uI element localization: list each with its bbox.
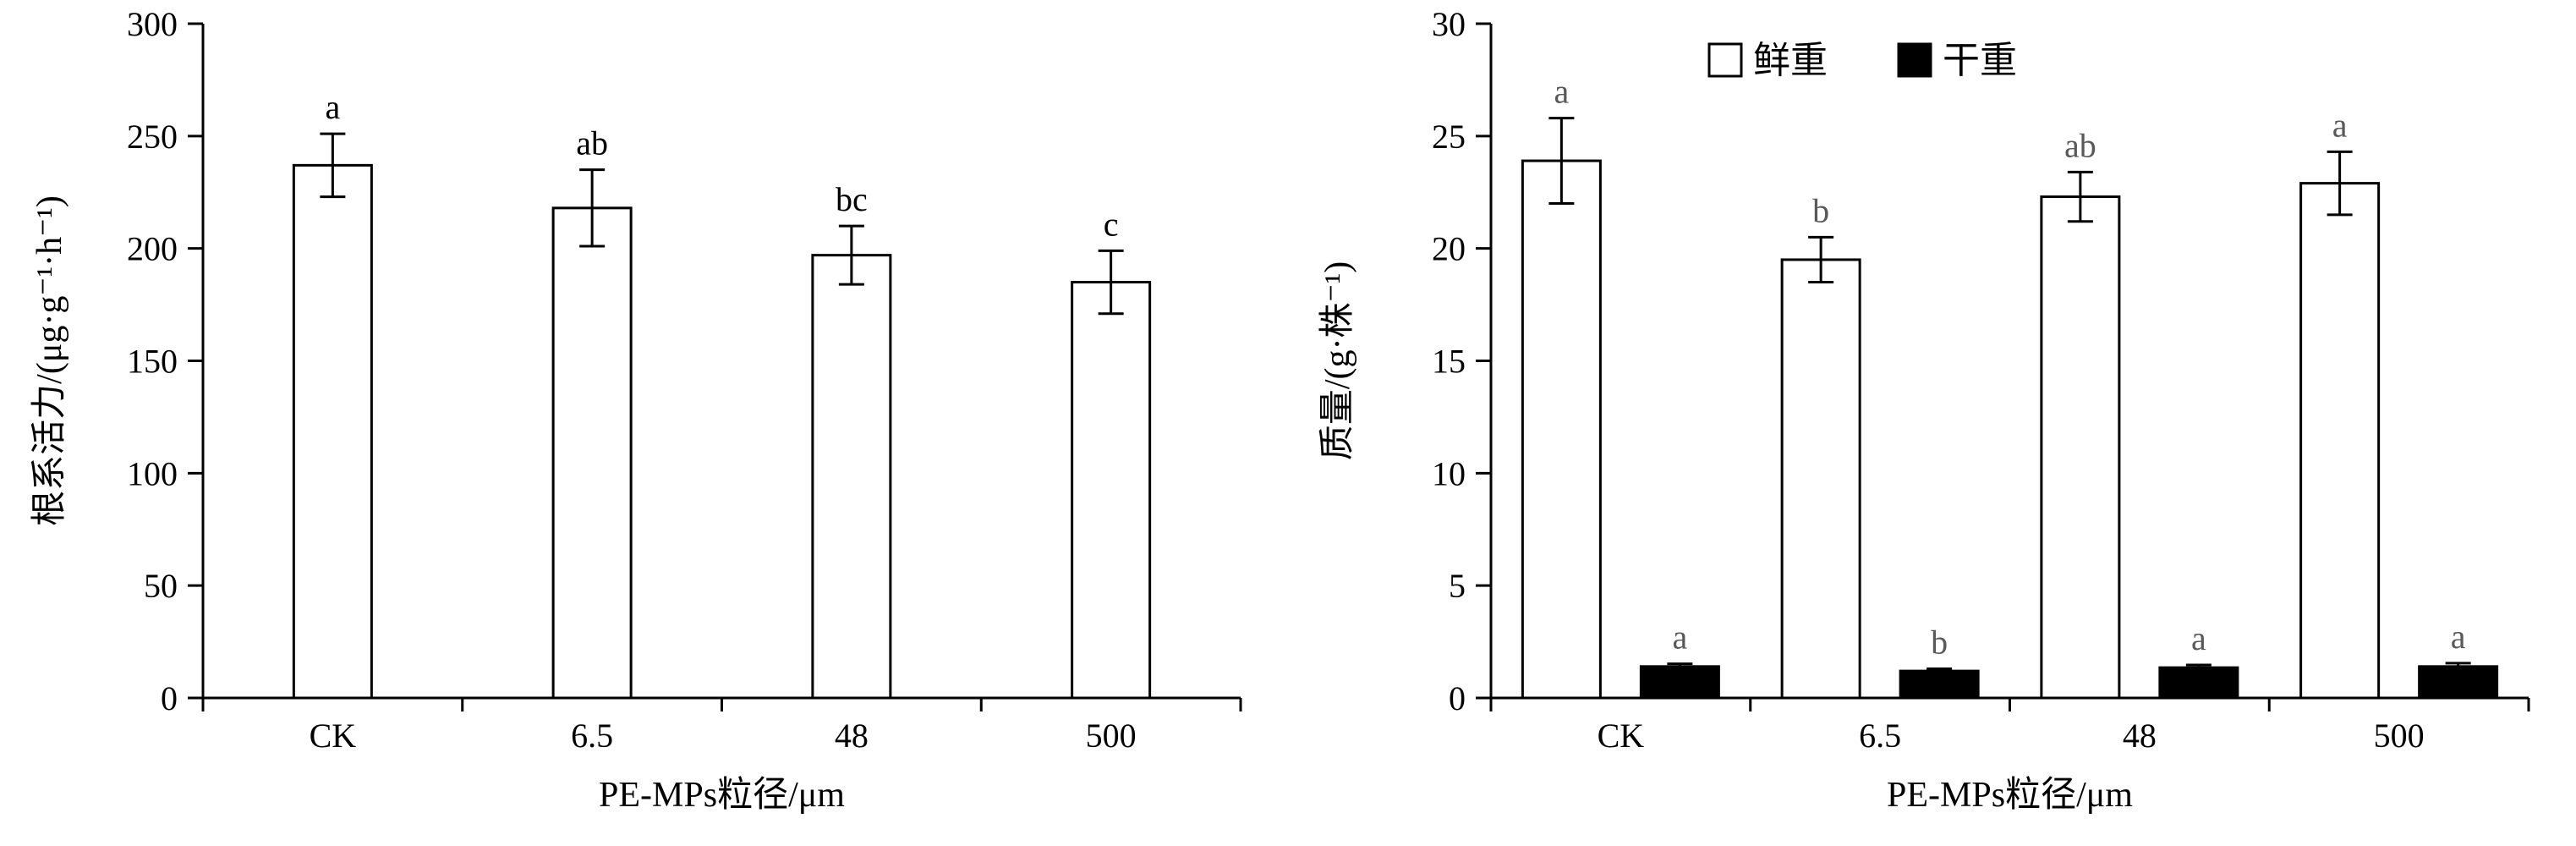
- bar-干重-48: [2158, 666, 2239, 700]
- legend-label: 鲜重: [1753, 40, 1828, 81]
- y-tick-label: 25: [1432, 118, 1466, 156]
- x-tick-label: 500: [1086, 717, 1137, 755]
- bar-鲜重-6.5: [1780, 258, 1861, 700]
- y-tick-label: 250: [127, 118, 178, 156]
- bar-根系活力-500: [1071, 281, 1152, 700]
- y-tick-label: 30: [1432, 5, 1466, 43]
- y-tick-label: 300: [127, 5, 178, 43]
- chart-panel-right: 0 5 10 15 20 25 30 CK 6.5 48 500 a b ab a a b a a PE-MPs粒径/…: [1288, 0, 2576, 842]
- x-axis-title: PE-MPs粒径/μm: [599, 776, 845, 815]
- sig-label: ab: [2064, 126, 2096, 164]
- y-tick-label: 0: [161, 679, 178, 717]
- sig-label: a: [2332, 106, 2348, 144]
- bar-干重-6.5: [1899, 669, 1980, 700]
- y-tick-label: 5: [1449, 567, 1466, 605]
- sig-label: c: [1104, 205, 1119, 243]
- sig-label: b: [1931, 623, 1948, 661]
- x-tick-label: 500: [2374, 717, 2425, 755]
- bar-鲜重-500: [2299, 182, 2381, 700]
- y-tick-label: 200: [127, 230, 178, 268]
- sig-label: bc: [836, 180, 868, 218]
- x-tick-label: CK: [310, 717, 357, 755]
- y-tick-label: 150: [127, 343, 178, 381]
- bar-干重-500: [2418, 665, 2499, 700]
- sig-label: a: [2451, 618, 2466, 656]
- legend-swatch-干重: [1897, 42, 1932, 78]
- sig-label: a: [2191, 619, 2206, 657]
- y-axis-title: 质量/(g·株⁻¹): [1318, 261, 1357, 460]
- bar-根系活力-CK: [292, 163, 373, 700]
- y-tick-label: 15: [1432, 343, 1466, 381]
- chart-panel-left: 0 50 100 150 200 250 300 CK 6.5 48 500 a ab bc c PE-MPs…: [0, 0, 1288, 842]
- sig-label: a: [325, 88, 340, 126]
- y-axis-title: 根系活力/(μg·g⁻¹·h⁻¹): [30, 195, 69, 526]
- x-axis-title: PE-MPs粒径/μm: [1887, 776, 2133, 815]
- x-tick-label: 48: [835, 717, 869, 755]
- y-tick-label: 50: [144, 567, 178, 605]
- legend-swatch-鲜重: [1707, 42, 1743, 78]
- legend-label: 干重: [1943, 40, 2017, 81]
- bar-鲜重-CK: [1521, 159, 1602, 700]
- x-tick-label: CK: [1598, 717, 1645, 755]
- bar-鲜重-48: [2040, 195, 2121, 700]
- sig-label: ab: [576, 124, 608, 162]
- bar-根系活力-6.5: [551, 206, 633, 700]
- sig-label: a: [1672, 618, 1687, 656]
- y-tick-label: 100: [127, 454, 178, 492]
- root-activity-chart: 0 50 100 150 200 250 300 CK 6.5 48 500 a ab bc c PE-MPs…: [30, 5, 1242, 815]
- sig-label: a: [1554, 73, 1569, 111]
- x-tick-label: 48: [2123, 717, 2157, 755]
- y-tick-label: 0: [1449, 679, 1466, 717]
- bar-根系活力-48: [811, 254, 892, 700]
- bar-干重-CK: [1639, 665, 1720, 700]
- y-tick-label: 10: [1432, 454, 1466, 492]
- y-tick-label: 20: [1432, 230, 1466, 268]
- x-tick-label: 6.5: [1859, 717, 1901, 755]
- sig-label: b: [1812, 191, 1829, 229]
- x-tick-label: 6.5: [571, 717, 613, 755]
